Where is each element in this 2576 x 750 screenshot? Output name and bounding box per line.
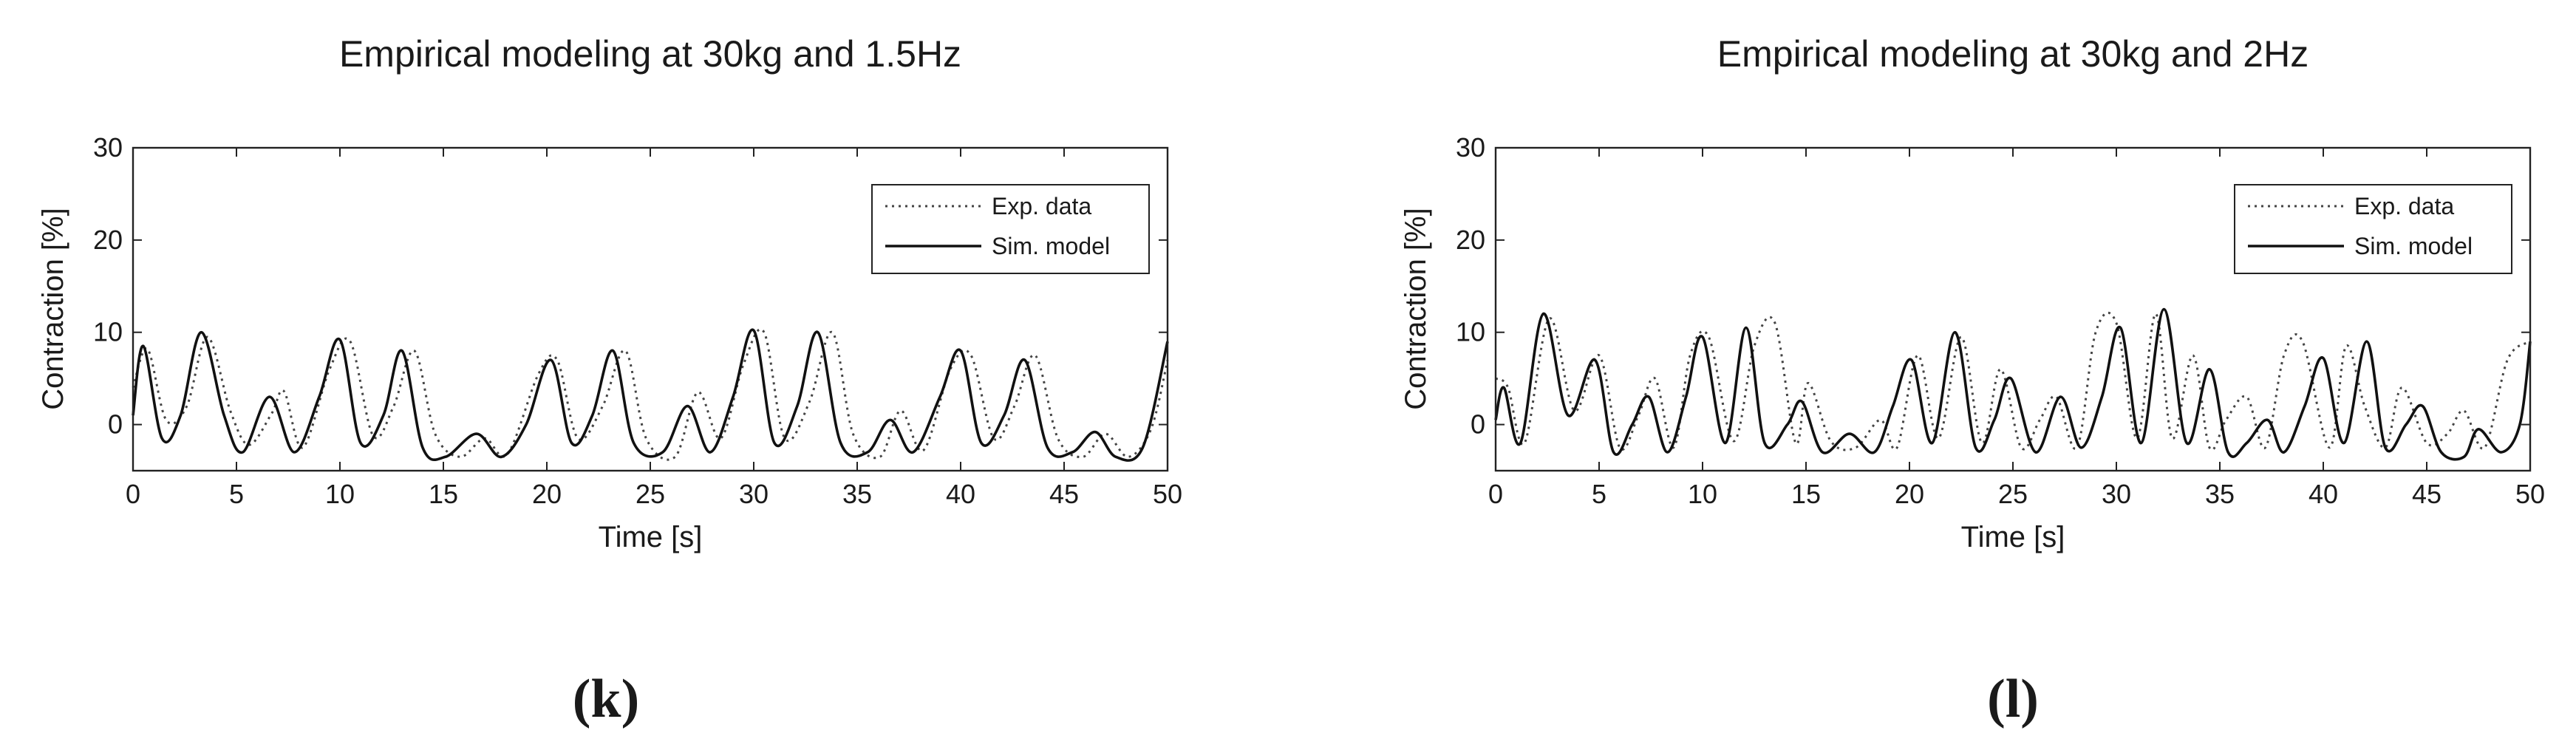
x-tick-label: 50 (2515, 479, 2545, 509)
legend-box (871, 184, 1150, 274)
x-tick-label: 35 (842, 479, 872, 509)
x-axis-ticks: 0 5 10 15 20 25 30 35 40 45 50 (126, 148, 1182, 509)
x-tick-label: 45 (2412, 479, 2442, 509)
x-tick-label: 40 (2308, 479, 2338, 509)
x-tick-label: 20 (532, 479, 562, 509)
x-tick-label: 25 (636, 479, 665, 509)
legend-label-sim-model: Sim. model (992, 233, 1110, 259)
legend: Exp. data Sim. model (2234, 184, 2512, 274)
y-tick-label: 0 (108, 409, 123, 440)
y-tick-label: 30 (93, 132, 123, 163)
y-tick-label: 30 (1456, 132, 1485, 163)
axes-frame (132, 146, 1169, 472)
y-axis-ticks: 0 10 20 30 (93, 132, 1168, 440)
axes-frame (1494, 146, 2532, 472)
legend-label-exp-data: Exp. data (2354, 193, 2454, 219)
x-tick-label: 40 (946, 479, 975, 509)
x-tick-label: 30 (739, 479, 769, 509)
x-tick-label: 10 (325, 479, 355, 509)
x-tick-label: 5 (229, 479, 244, 509)
x-tick-label: 50 (1153, 479, 1182, 509)
x-tick-label: 15 (429, 479, 458, 509)
chart-title: Empirical modeling at 30kg and 2Hz (1717, 33, 2308, 75)
chart-panel-k: Empirical modeling at 30kg and 1.5Hz 0 5 1… (37, 33, 1182, 729)
legend-label-sim-model: Sim. model (2354, 233, 2473, 259)
legend-label-exp-data: Exp. data (992, 193, 1091, 219)
chart-panel-l: Empirical modeling at 30kg and 2Hz 0 5 10 1… (1400, 33, 2545, 729)
y-axis-ticks: 0 10 20 30 (1456, 132, 2530, 440)
x-tick-label: 15 (1791, 479, 1821, 509)
legend-box (2234, 184, 2512, 274)
series-line-exp-data (132, 328, 1169, 461)
x-tick-label: 45 (1049, 479, 1079, 509)
x-tick-label: 10 (1688, 479, 1717, 509)
panel-caption: (l) (1987, 669, 2039, 729)
legend: Exp. data Sim. model (871, 184, 1150, 274)
y-axis-label: Contraction [%] (37, 208, 69, 409)
series-line-sim-model (1494, 307, 2532, 461)
y-axis-label: Contraction [%] (1400, 208, 1432, 409)
x-tick-label: 25 (1998, 479, 2028, 509)
y-tick-label: 20 (93, 225, 123, 255)
y-tick-label: 10 (1456, 317, 1485, 347)
y-tick-label: 20 (1456, 225, 1485, 255)
x-tick-label: 20 (1895, 479, 1924, 509)
x-tick-label: 30 (2102, 479, 2131, 509)
x-tick-label: 0 (1488, 479, 1503, 509)
x-tick-label: 35 (2205, 479, 2235, 509)
y-tick-label: 0 (1471, 409, 1485, 440)
x-axis-ticks: 0 5 10 15 20 25 30 35 40 45 50 (1488, 148, 2545, 509)
y-tick-label: 10 (93, 317, 123, 347)
series-line-sim-model (132, 328, 1169, 462)
series-line-exp-data (1495, 311, 2531, 451)
series-group (1494, 307, 2532, 461)
x-axis-label: Time [s] (599, 521, 703, 553)
panel-caption: (k) (573, 669, 639, 729)
chart-title: Empirical modeling at 30kg and 1.5Hz (339, 33, 961, 75)
x-axis-label: Time [s] (1961, 521, 2065, 553)
x-tick-label: 5 (1592, 479, 1606, 509)
x-tick-label: 0 (126, 479, 140, 509)
series-group (132, 328, 1169, 462)
